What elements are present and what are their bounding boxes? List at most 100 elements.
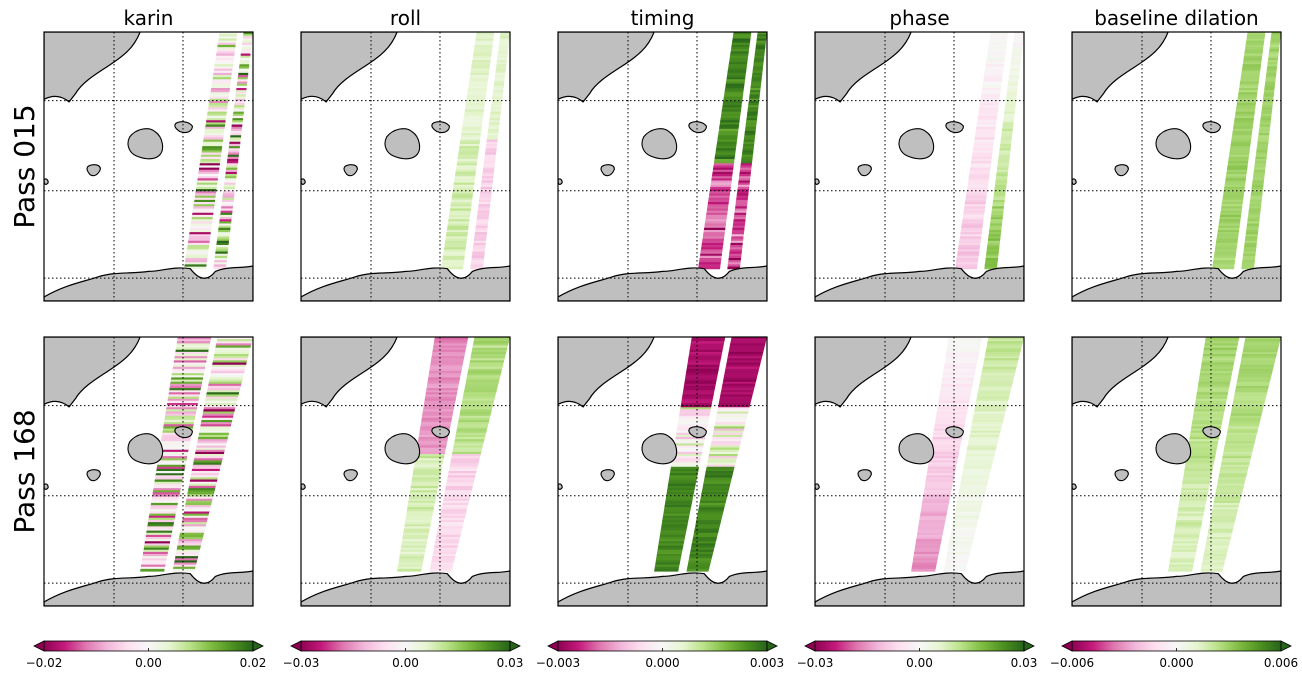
land-north (558, 337, 655, 408)
island (431, 426, 450, 439)
island (44, 483, 49, 490)
swath (1212, 32, 1281, 270)
swath (698, 32, 767, 270)
land-north (558, 32, 655, 103)
island (815, 178, 820, 185)
panel-frame (300, 336, 511, 607)
island (688, 121, 707, 134)
panel-frame (300, 31, 511, 302)
land-south (815, 570, 1024, 606)
island (86, 469, 101, 482)
map-panel (557, 31, 768, 302)
island (558, 483, 563, 490)
map-panel (1071, 336, 1282, 607)
column-title: timing (631, 6, 695, 30)
column-title: baseline dilation (1094, 6, 1259, 30)
column-titles: karin roll timing phase baseline dilation (124, 6, 1259, 30)
island (1155, 433, 1192, 465)
island (1072, 483, 1077, 490)
panel-frame (557, 31, 768, 302)
panel-frame (557, 336, 768, 607)
island (1114, 469, 1129, 482)
island (641, 128, 678, 160)
colorbar-tick-label: 0.003 (750, 656, 784, 670)
land-north (44, 337, 141, 408)
colorbar: −0.003 0.000 0.003 (536, 640, 784, 670)
colorbar-tick-label: 0.02 (240, 656, 267, 670)
island (815, 483, 820, 490)
island (127, 128, 164, 160)
land-south (1072, 265, 1281, 301)
island (600, 164, 615, 177)
panel-frame (814, 336, 1025, 607)
island (174, 121, 193, 134)
colorbar-tick-label: 0.000 (645, 656, 679, 670)
land-north (1072, 337, 1169, 408)
colorbar-min-arrow (547, 640, 559, 652)
island (1202, 121, 1221, 134)
swath (911, 337, 1024, 572)
island (1114, 164, 1129, 177)
island (86, 164, 101, 177)
land-south (301, 265, 510, 301)
island (945, 426, 964, 439)
colorbar-max-arrow (766, 640, 778, 652)
island (301, 178, 306, 185)
land-north (301, 337, 398, 408)
land-south (558, 265, 767, 301)
map-panel (557, 336, 768, 607)
column-title: karin (124, 6, 174, 30)
island (301, 483, 306, 490)
colorbar-max-arrow (509, 640, 521, 652)
swath (184, 32, 253, 270)
island (857, 164, 872, 177)
panel-frame (1071, 31, 1282, 302)
swath (140, 337, 253, 572)
land-north (815, 337, 912, 408)
swath (1168, 337, 1281, 572)
colorbar-max-arrow (1023, 640, 1035, 652)
map-panel (300, 31, 511, 302)
map-panel (43, 336, 254, 607)
column-title: phase (889, 6, 949, 30)
island (384, 433, 421, 465)
land-south (815, 265, 1024, 301)
land-north (815, 32, 912, 103)
row-label: Pass 168 (8, 409, 41, 533)
island (558, 178, 563, 185)
island (127, 433, 164, 465)
colorbar-tick-label: −0.006 (1050, 656, 1094, 670)
island (174, 426, 193, 439)
colorbar-min-arrow (1061, 640, 1073, 652)
land-south (1072, 570, 1281, 606)
colorbar: −0.03 0.00 0.03 (283, 640, 524, 670)
colorbar-tick-label: 0.000 (1159, 656, 1193, 670)
colorbar: −0.006 0.000 0.006 (1050, 640, 1298, 670)
island (898, 128, 935, 160)
island (431, 121, 450, 134)
land-north (1072, 32, 1169, 103)
swath (654, 337, 767, 572)
island (1155, 128, 1192, 160)
colorbar: −0.03 0.00 0.03 (797, 640, 1038, 670)
island (945, 121, 964, 134)
map-panel (814, 31, 1025, 302)
row-label: Pass 015 (8, 104, 41, 228)
island (44, 178, 49, 185)
colorbar-max-arrow (1280, 640, 1292, 652)
island (688, 426, 707, 439)
colorbar-tick-label: −0.03 (283, 656, 320, 670)
colorbar-min-arrow (290, 640, 302, 652)
panel-frame (43, 31, 254, 302)
map-panel (43, 31, 254, 302)
swath (441, 32, 510, 270)
island (1072, 178, 1077, 185)
colorbar-tick-label: −0.003 (536, 656, 580, 670)
colorbar-tick-label: 0.03 (497, 656, 524, 670)
island (641, 433, 678, 465)
map-panel (814, 336, 1025, 607)
swath (955, 32, 1024, 270)
colorbar-tick-label: 0.03 (1011, 656, 1038, 670)
island (600, 469, 615, 482)
